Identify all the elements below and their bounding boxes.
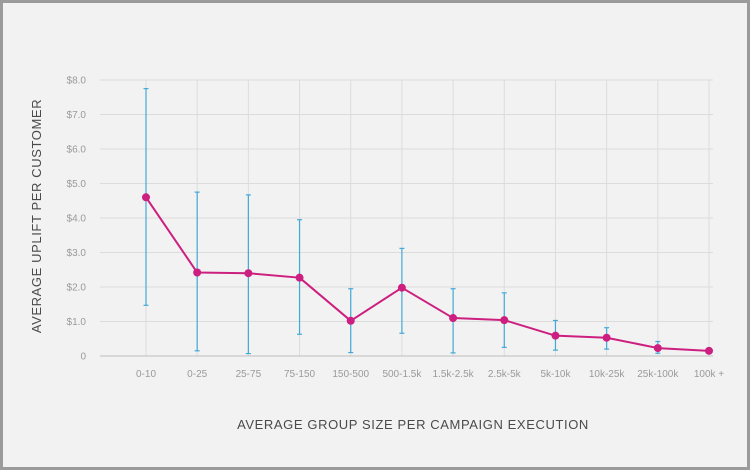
x-tick-label: 0-25 [187,369,207,380]
y-tick-label: $6.0 [67,145,87,156]
y-tick-labels: 0 $1.0 $2.0 $3.0 $4.0 $5.0 $6.0 $7.0 $8.0 [67,76,87,363]
data-point [142,193,150,202]
x-tick-label: 2.5k-5k [488,369,522,380]
error-bars [143,88,712,355]
x-tick-label: 100k + [694,369,724,380]
x-tick-label: 500-1.5k [382,369,422,380]
x-tick-label: 75-150 [284,369,316,380]
x-tick-label: 5k-10k [540,369,571,380]
data-point [705,346,713,355]
x-tick-label: 25k-100k [637,369,679,380]
data-points [142,193,713,355]
x-tick-labels: 0-10 0-25 25-75 75-150 150-500 500-1.5k 1.5k-2… [136,369,724,380]
uplift-series-line [145,196,710,352]
y-tick-label: $3.0 [67,248,87,259]
uplift-line-chart: 0$1.0$2.0$3.0$4.0$5.0$6.0$7.0$8.0 0-10 0-… [29,76,724,433]
x-tick-label: 25-75 [236,369,262,380]
y-tick-label: $1.0 [67,317,87,328]
x-tick-label: 10k-25k [589,369,626,380]
y-tick-label: $8.0 [67,76,87,87]
y-tick-label: $2.0 [67,283,87,294]
x-tick-label: 150-500 [332,369,369,380]
x-tick-label: 1.5k-2.5k [433,369,475,380]
y-tick-label: 0 [80,352,86,363]
y-tick-label: $7.0 [67,110,87,121]
data-point [193,268,202,277]
grid-lines [100,79,713,356]
y-axis-title: AVERAGE UPLIFT PER CUSTOMER [29,99,44,333]
data-point [653,344,662,353]
y-tick-label: $4.0 [67,214,87,225]
y-tick-label: $5.0 [67,179,87,190]
series-line [145,196,710,352]
x-tick-label: 0-10 [136,369,156,380]
data-point [295,273,304,282]
data-point [244,269,253,278]
x-axis-title: AVERAGE GROUP SIZE PER CAMPAIGN EXECUTIO… [237,417,589,432]
data-point [551,331,560,340]
data-point [397,283,406,292]
data-point [449,314,458,323]
data-point [346,316,355,325]
data-point [602,333,611,342]
data-point [500,316,509,325]
